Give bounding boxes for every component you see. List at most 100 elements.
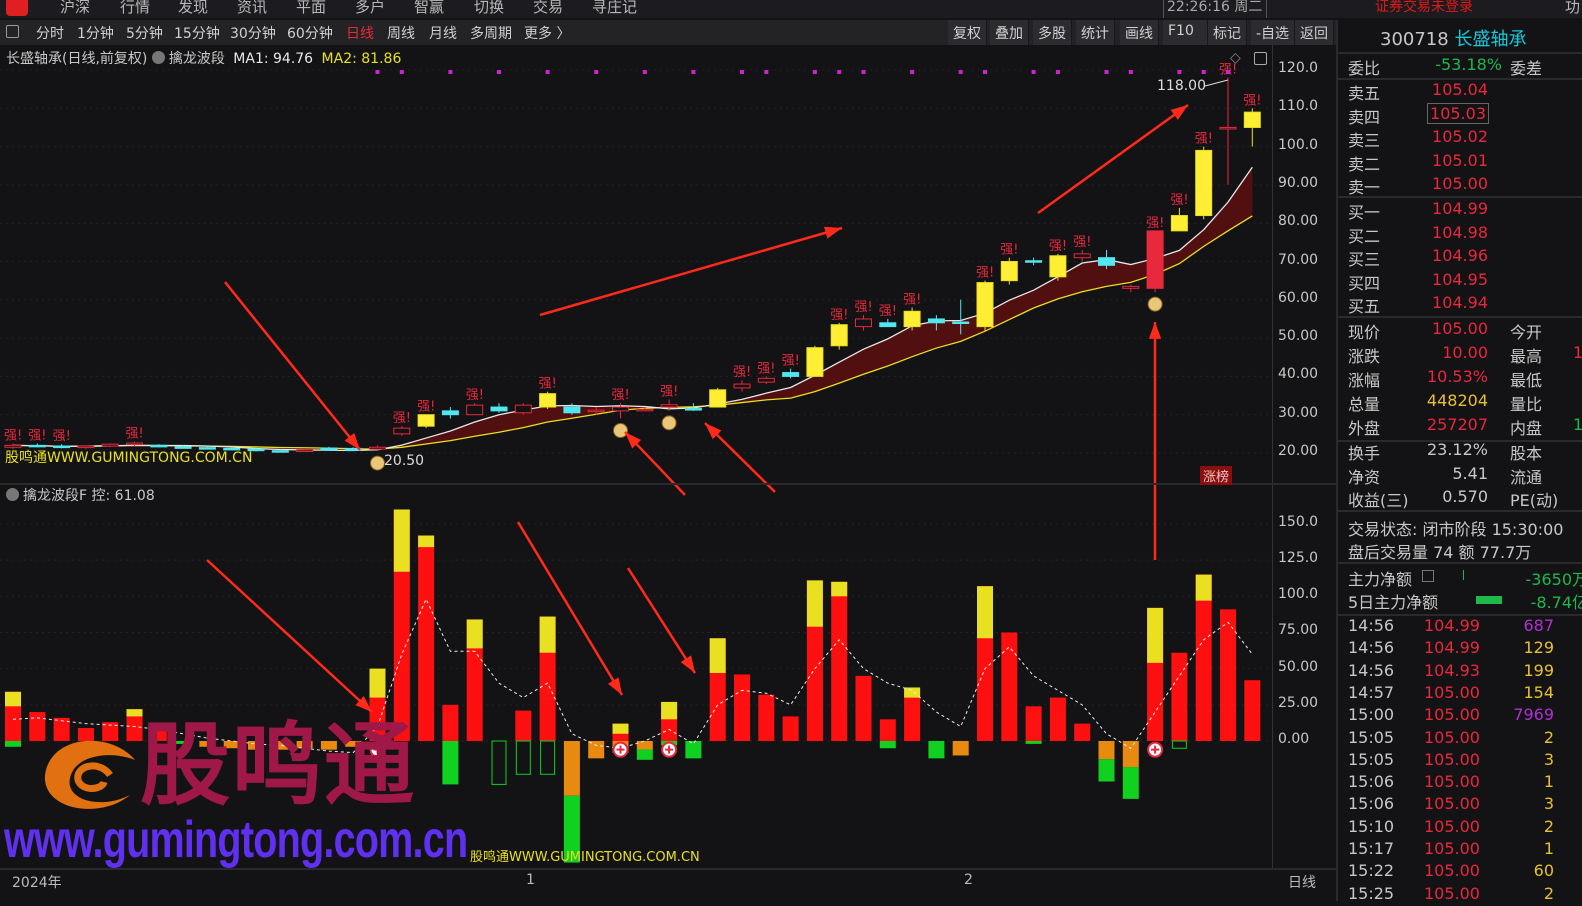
indicator-neg-bar <box>1099 759 1115 781</box>
candle <box>297 450 313 452</box>
axis-divider <box>1272 45 1273 868</box>
stat-label: 涨幅 <box>1348 367 1380 391</box>
tick-time: 14:56 <box>1348 638 1394 657</box>
chart-title: 长盛轴承(日线,前复权) <box>6 51 147 67</box>
tick-volume: 199 <box>1523 661 1554 680</box>
signal-dot <box>862 70 866 74</box>
indicator-bar-cap <box>661 702 677 719</box>
indicator-bar-cap <box>1147 608 1163 663</box>
main-net-value: -3650万 <box>1526 566 1582 590</box>
indicator-bar <box>783 716 799 741</box>
candle <box>734 384 750 388</box>
bid-row[interactable]: 买五 104.94 <box>1348 293 1582 315</box>
tick-price: 105.00 <box>1424 772 1480 791</box>
indicator-toggle-icon[interactable] <box>6 488 19 501</box>
trade-status: 交易状态: 闭市阶段 15:30:00 <box>1348 516 1582 538</box>
signal-dot <box>594 70 598 74</box>
stat-label: 今开 <box>1510 319 1542 343</box>
ask-row[interactable]: 卖二 105.01 <box>1348 151 1582 173</box>
indicator-bar-cap <box>710 638 726 673</box>
indicator-bar <box>1001 632 1017 741</box>
candle <box>685 409 701 411</box>
menu-item-cut[interactable]: 功 <box>1565 0 1580 17</box>
ask-price: 105.01 <box>1432 151 1488 170</box>
zt-badge[interactable]: 涨榜 <box>1200 466 1232 485</box>
money-bag-icon <box>614 424 628 438</box>
indicator-bar-cap <box>613 724 629 734</box>
signal-dot <box>837 70 841 74</box>
after-hours-volume: 盘后交易量 74 额 77.7万 <box>1348 539 1582 561</box>
stat-value: 1 <box>1573 343 1582 362</box>
candle <box>272 451 288 453</box>
panel-toggle-icon[interactable] <box>1254 52 1267 65</box>
strong-label: 强! <box>539 377 557 392</box>
bid-price: 104.98 <box>1432 223 1488 242</box>
stock-code: 300718 <box>1380 29 1449 50</box>
candle <box>661 405 677 407</box>
stock-name[interactable]: 长盛轴承 <box>1454 29 1526 50</box>
tick-time: 15:06 <box>1348 772 1394 791</box>
stat-label: 流通 <box>1510 464 1542 488</box>
indicator-bar-cap <box>977 586 993 638</box>
indicator-bar <box>442 705 458 741</box>
indicator-neg-bar <box>637 741 653 749</box>
strong-label: 强! <box>1049 239 1067 254</box>
indicator-bar <box>734 674 750 741</box>
chart-info-line: 长盛轴承(日线,前复权) 擒龙波段 MA1: 94.76 MA2: 81.86 <box>6 48 401 68</box>
price-tick: 20.00 <box>1278 443 1318 459</box>
indicator-tick: 100.0 <box>1278 586 1318 602</box>
tick-volume: 2 <box>1544 728 1554 747</box>
candle <box>199 448 215 450</box>
candle <box>1196 150 1212 215</box>
candle <box>540 394 556 407</box>
indicator-bar-cap <box>831 582 847 596</box>
bid-label: 买五 <box>1348 293 1380 317</box>
indicator-toggle-icon[interactable] <box>152 51 165 64</box>
indicator-neg-bar <box>880 741 896 748</box>
indicator-neg-bar <box>928 741 944 758</box>
strong-label: 强! <box>1146 216 1164 231</box>
bid-price: 104.94 <box>1432 293 1488 312</box>
price-tick: 80.00 <box>1278 213 1318 229</box>
annotation-arrow <box>225 282 360 450</box>
login-status[interactable]: 证券交易未登录 <box>1375 0 1473 16</box>
strong-label: 强! <box>757 361 775 376</box>
signal-dot <box>1226 70 1230 74</box>
diamond-icon[interactable]: ◇ <box>1230 50 1241 66</box>
indicator-neg-bar <box>516 741 530 774</box>
bid-price: 104.96 <box>1432 246 1488 265</box>
candle <box>880 323 896 327</box>
detail-icon[interactable] <box>1422 570 1434 582</box>
indicator-bar-cap <box>807 580 823 626</box>
ask-label: 卖二 <box>1348 151 1380 175</box>
indicator-neg-bar <box>442 741 458 784</box>
money-bag-icon <box>662 416 676 430</box>
panel-divider[interactable] <box>0 483 1336 485</box>
indicator-tick: 50.00 <box>1278 659 1318 675</box>
ask-label: 卖一 <box>1348 174 1380 198</box>
tick-volume: 3 <box>1544 794 1554 813</box>
candle <box>1001 262 1017 281</box>
tick-volume: 60 <box>1534 861 1554 880</box>
ask-price: 105.03 <box>1428 104 1488 123</box>
candle <box>1220 127 1236 129</box>
tick-time: 15:05 <box>1348 728 1394 747</box>
indicator-neg-bar <box>1123 767 1139 799</box>
candle <box>127 443 143 445</box>
stat-value: 1 <box>1573 415 1582 434</box>
main-net-5d-value: -8.74亿 <box>1531 589 1582 613</box>
candle <box>515 405 531 413</box>
annotation-arrowhead <box>681 655 695 673</box>
